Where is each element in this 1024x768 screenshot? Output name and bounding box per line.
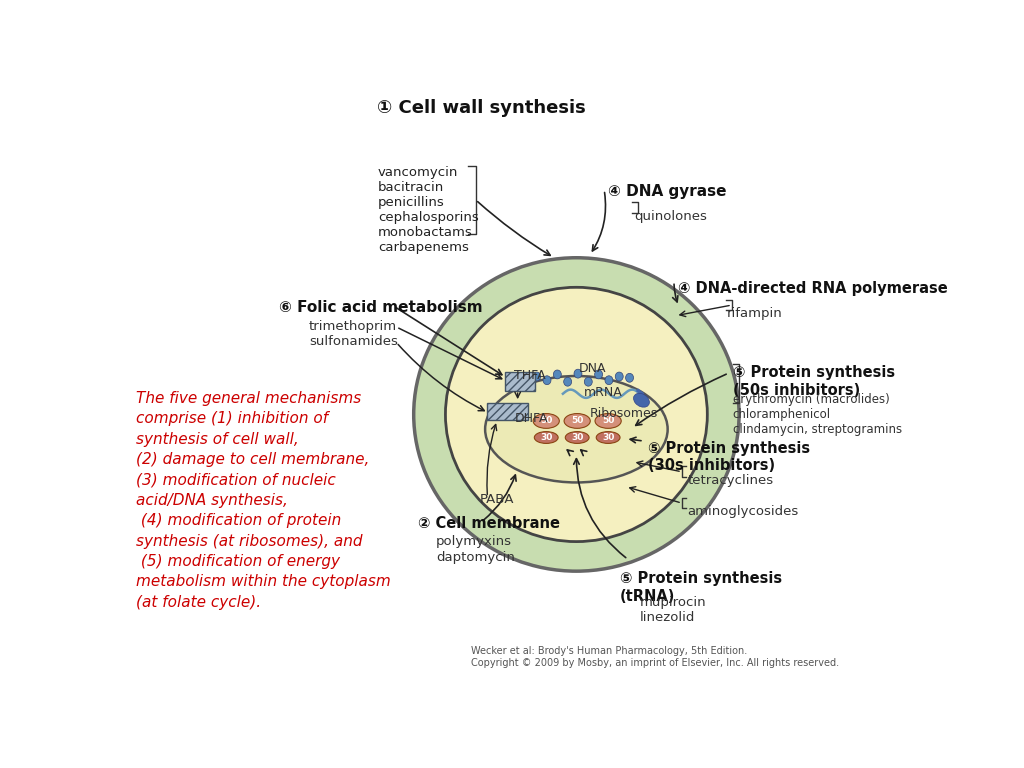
Ellipse shape bbox=[595, 413, 622, 429]
Ellipse shape bbox=[553, 370, 561, 379]
Ellipse shape bbox=[626, 373, 634, 382]
Ellipse shape bbox=[615, 372, 624, 381]
Ellipse shape bbox=[522, 373, 530, 382]
Bar bbox=[505, 372, 536, 391]
Text: 30: 30 bbox=[602, 433, 614, 442]
Text: 30: 30 bbox=[540, 433, 552, 442]
Text: mRNA: mRNA bbox=[585, 386, 623, 399]
Ellipse shape bbox=[595, 370, 602, 379]
Ellipse shape bbox=[564, 413, 590, 429]
Text: PABA: PABA bbox=[479, 493, 514, 506]
Text: erythromycin (macrolides)
chloramphenicol
clindamycin, streptogramins: erythromycin (macrolides) chloramphenico… bbox=[733, 392, 902, 435]
Text: rifampin: rifampin bbox=[727, 307, 783, 319]
Text: Ribosomes: Ribosomes bbox=[590, 407, 658, 420]
Ellipse shape bbox=[596, 432, 620, 443]
Text: 50: 50 bbox=[571, 416, 584, 425]
Text: quinolones: quinolones bbox=[634, 210, 708, 223]
Text: 50: 50 bbox=[602, 416, 614, 425]
Ellipse shape bbox=[565, 432, 589, 443]
Bar bbox=[486, 402, 528, 420]
Text: ① Cell wall synthesis: ① Cell wall synthesis bbox=[377, 99, 586, 117]
Ellipse shape bbox=[535, 432, 558, 443]
Text: tetracyclines: tetracyclines bbox=[687, 474, 773, 487]
Text: 50: 50 bbox=[540, 416, 552, 425]
Text: aminoglycosides: aminoglycosides bbox=[687, 505, 799, 518]
Text: THFA: THFA bbox=[514, 369, 546, 382]
Ellipse shape bbox=[414, 258, 739, 571]
Text: daptomycin: daptomycin bbox=[436, 551, 515, 564]
Text: The five general mechanisms
comprise (1) inhibition of
synthesis of cell wall,
(: The five general mechanisms comprise (1)… bbox=[136, 391, 391, 610]
Text: mupirocin
linezolid: mupirocin linezolid bbox=[640, 596, 707, 624]
Ellipse shape bbox=[634, 393, 649, 407]
Ellipse shape bbox=[445, 287, 708, 541]
Text: DHFA: DHFA bbox=[514, 412, 548, 425]
Text: ④ DNA gyrase: ④ DNA gyrase bbox=[608, 184, 727, 199]
Text: polymyxins: polymyxins bbox=[436, 535, 512, 548]
Ellipse shape bbox=[485, 376, 668, 482]
Text: Wecker et al: Brody's Human Pharmacology, 5th Edition.
Copyright © 2009 by Mosby: Wecker et al: Brody's Human Pharmacology… bbox=[471, 646, 839, 668]
Text: vancomycin
bacitracin
penicillins
cephalosporins
monobactams
carbapenems: vancomycin bacitracin penicillins cephal… bbox=[378, 166, 479, 254]
Text: ⑤ Protein synthesis
(30s inhibitors): ⑤ Protein synthesis (30s inhibitors) bbox=[648, 441, 810, 473]
Text: ② Cell membrane: ② Cell membrane bbox=[418, 516, 560, 531]
Text: DNA: DNA bbox=[579, 362, 606, 375]
Text: ⑤ Protein synthesis
(tRNA): ⑤ Protein synthesis (tRNA) bbox=[620, 571, 782, 604]
Ellipse shape bbox=[532, 372, 541, 381]
Text: ④ DNA-directed RNA polymerase: ④ DNA-directed RNA polymerase bbox=[678, 281, 948, 296]
Ellipse shape bbox=[543, 376, 551, 385]
Ellipse shape bbox=[585, 377, 592, 386]
Ellipse shape bbox=[605, 376, 613, 385]
Text: ⑥ Folic acid metabolism: ⑥ Folic acid metabolism bbox=[279, 300, 482, 316]
Text: ⑤ Protein synthesis
(50s inhibitors): ⑤ Protein synthesis (50s inhibitors) bbox=[733, 366, 895, 398]
Text: sulfonamides: sulfonamides bbox=[309, 336, 397, 348]
Text: trimethoprim: trimethoprim bbox=[309, 320, 397, 333]
Text: 30: 30 bbox=[571, 433, 584, 442]
Ellipse shape bbox=[574, 369, 582, 378]
Ellipse shape bbox=[534, 413, 559, 429]
Ellipse shape bbox=[563, 377, 571, 386]
